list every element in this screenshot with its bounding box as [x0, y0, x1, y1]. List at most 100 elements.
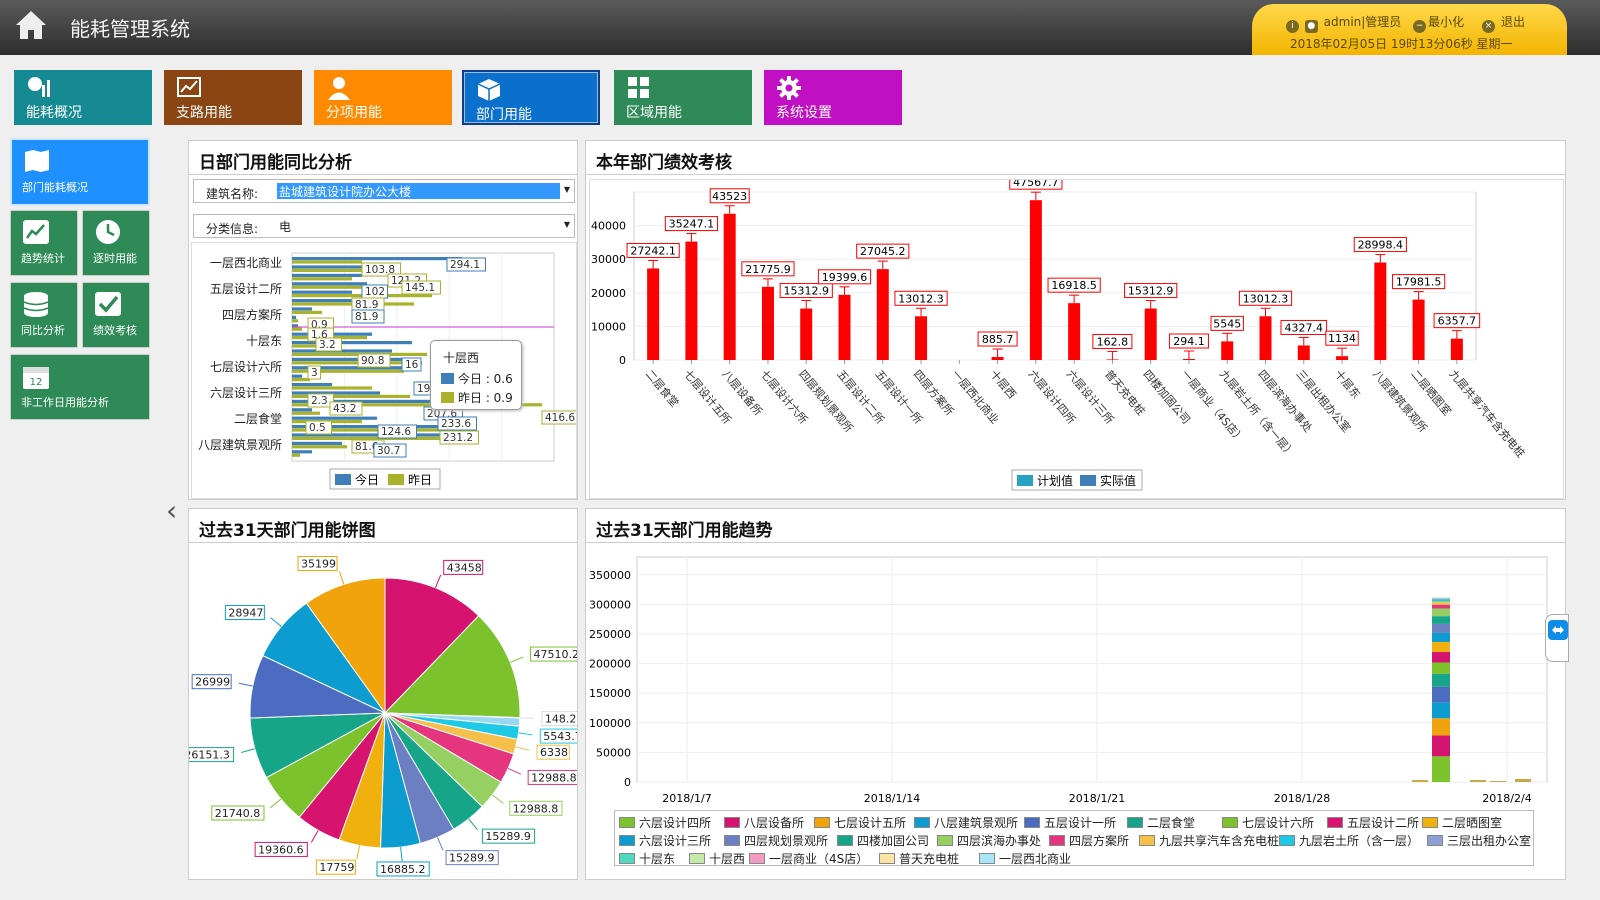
stack-segment [1432, 623, 1450, 633]
info-icon[interactable]: i [1286, 20, 1299, 33]
legend-label: 二层晒图室 [1442, 816, 1503, 830]
minimize-icon[interactable]: − [1413, 20, 1427, 33]
slice-leader-line [491, 794, 504, 804]
legend-item[interactable]: 四楼加固公司 [837, 832, 929, 849]
pie-panel: 过去31天部门用能饼图 43458 47510.2 148.2 5543.7 6338 1… [188, 508, 578, 880]
data-label-text: 162.8 [1097, 335, 1129, 348]
slice-label-text: 12988.8 [513, 802, 559, 815]
value-label-text: 233.6 [441, 418, 471, 430]
legend-swatch [914, 817, 930, 828]
nav-tile-4[interactable]: 部门用能 [462, 70, 600, 125]
pie-slice [305, 577, 386, 715]
value-label: 30.7 [373, 443, 407, 458]
x-tick: 2018/1/28 [1274, 792, 1330, 805]
app-title: 能耗管理系统 [70, 17, 190, 41]
side-tile-4[interactable]: 同比分析 [10, 282, 78, 348]
nav-tile-6[interactable]: 系统设置 [764, 70, 902, 125]
logout-icon[interactable]: × [1481, 20, 1495, 33]
legend-item[interactable]: 八层设备所 [724, 814, 804, 831]
legend-item[interactable]: 八层建筑景观所 [914, 814, 1018, 831]
legend-label: 七层设计六所 [1242, 816, 1315, 830]
category-select[interactable]: 分类信息: 电 ▼ [193, 214, 575, 238]
data-label: 27242.1 [626, 242, 680, 258]
x-tick: 二层食堂 [643, 367, 682, 410]
slice-label: 16885.2 [376, 861, 430, 877]
slice-label-text: 6338 [540, 746, 568, 759]
stack-segment [1432, 735, 1450, 757]
side-tile-3[interactable]: 逐时用能 [82, 210, 150, 276]
trend-chart: 0 50000 100000 150000 200000 250000 300000 3500… [589, 556, 1548, 805]
legend-swatch [1139, 835, 1155, 846]
legend-item[interactable]: 四层方案所 [1049, 832, 1129, 849]
legend-item[interactable]: 九层岩土所（含一层） [1279, 832, 1419, 849]
teamviewer-icon[interactable] [1545, 614, 1569, 662]
legend-item[interactable]: 七层设计六所 [1222, 814, 1314, 831]
legend-item[interactable]: 四层滨海办事处 [937, 832, 1041, 849]
bar-today [292, 273, 362, 277]
performance-chart-frame: 0 10000 20000 30000 40000 27242.1 二层食堂 35247.1 七… [589, 174, 1564, 499]
legend-item[interactable]: 五层设计一所 [1024, 814, 1116, 831]
nav-tile-label: 分项用能 [326, 105, 382, 121]
slice-leader-line [270, 617, 282, 627]
legend-item[interactable]: 六层设计三所 [619, 832, 711, 849]
nav-tile-2[interactable]: 支路用能 [164, 70, 302, 125]
side-tile-5[interactable]: 绩效考核 [82, 282, 150, 348]
data-label: 13012.3 [1238, 290, 1293, 306]
legend-item[interactable]: 六层设计四所 [619, 814, 711, 831]
legend-item[interactable]: 十层西 [689, 850, 745, 867]
nav-tile-1[interactable]: 能耗概况 [14, 70, 152, 125]
side-tile-2[interactable]: 趋势统计 [10, 210, 78, 276]
nav-tile-3[interactable]: 分项用能 [314, 70, 452, 125]
building-select[interactable]: 建筑名称: 盐城建筑设计院办公大楼 ▼ [193, 179, 575, 203]
value-label-text: 81.9 [355, 311, 378, 323]
logout-button[interactable]: 退出 [1500, 15, 1525, 29]
slice-leader-line [518, 732, 533, 736]
category-value[interactable]: 电 [279, 220, 292, 234]
legend-item[interactable]: 一层商业（4S店） [749, 850, 868, 867]
bar-yesterday [292, 310, 322, 314]
legend-item[interactable]: 九层共享汽车含充电桩 [1139, 832, 1279, 849]
side-tile-6[interactable]: 12 非工作日用能分析 [10, 354, 150, 420]
nav-tile-label: 区域用能 [626, 105, 682, 121]
minimize-button[interactable]: 最小化 [1428, 15, 1465, 29]
legend-item[interactable]: 四层规划景观所 [724, 832, 828, 849]
bar-today [292, 450, 312, 454]
bar-yesterday [292, 445, 347, 449]
legend-item[interactable]: 二层食堂 [1127, 814, 1195, 831]
home-icon[interactable] [12, 6, 50, 44]
legend-item[interactable]: 七层设计五所 [814, 814, 906, 831]
slice-label: 19360.6 [254, 841, 308, 857]
bar-actual [1412, 299, 1425, 360]
legend-swatch-actual [1080, 475, 1096, 486]
legend-item[interactable]: 二层晒图室 [1422, 814, 1502, 831]
side-tile-1[interactable]: 部门能耗概况 [10, 138, 150, 206]
bar-yesterday [292, 369, 404, 373]
compare-chart-frame: 一层西北商业 五层设计二所 四层方案所 十层东 七层设计六所 六层设计三所 二层食堂 八层建筑… [191, 242, 581, 499]
value-label: 145.1 [401, 280, 441, 295]
nav-tile-5[interactable]: 区域用能 [614, 70, 752, 125]
value-label-text: 145.1 [405, 282, 435, 294]
slice-label: 35199 [297, 556, 338, 572]
legend-item[interactable]: 普天充电桩 [879, 850, 959, 867]
legend-item[interactable]: 一层西北商业 [979, 850, 1071, 867]
bar-yesterday [292, 344, 337, 348]
stack-segment [1432, 604, 1450, 609]
slice-leader-line [310, 830, 319, 843]
stack-segment [1432, 598, 1450, 600]
value-label-text: 3.2 [319, 339, 336, 351]
user-icon [328, 77, 350, 100]
category-label: 七层设计六所 [210, 360, 282, 374]
legend-item[interactable]: 三层出租办公室 [1427, 832, 1531, 849]
collapse-arrow-icon[interactable]: ‹ [166, 494, 178, 527]
slice-label-text: 28947 [228, 607, 263, 620]
chevron-down-icon[interactable]: ▼ [563, 185, 570, 194]
y-tick: 0 [619, 354, 626, 367]
building-value[interactable]: 盐城建筑设计院办公大楼 [277, 183, 560, 199]
chevron-down-icon[interactable]: ▼ [563, 220, 570, 229]
legend-label: 三层出租办公室 [1447, 834, 1532, 848]
stack-segment [1432, 641, 1450, 652]
chart-tooltip: 十层西 今日 : 0.6 昨日 : 0.9 [430, 340, 522, 410]
legend-item[interactable]: 五层设计二所 [1327, 814, 1419, 831]
top-header: 能耗管理系统 i ● admin|管理员 − 最小化 × 退出 2018年02月05… [0, 0, 1600, 55]
legend-item[interactable]: 十层东 [619, 850, 675, 867]
